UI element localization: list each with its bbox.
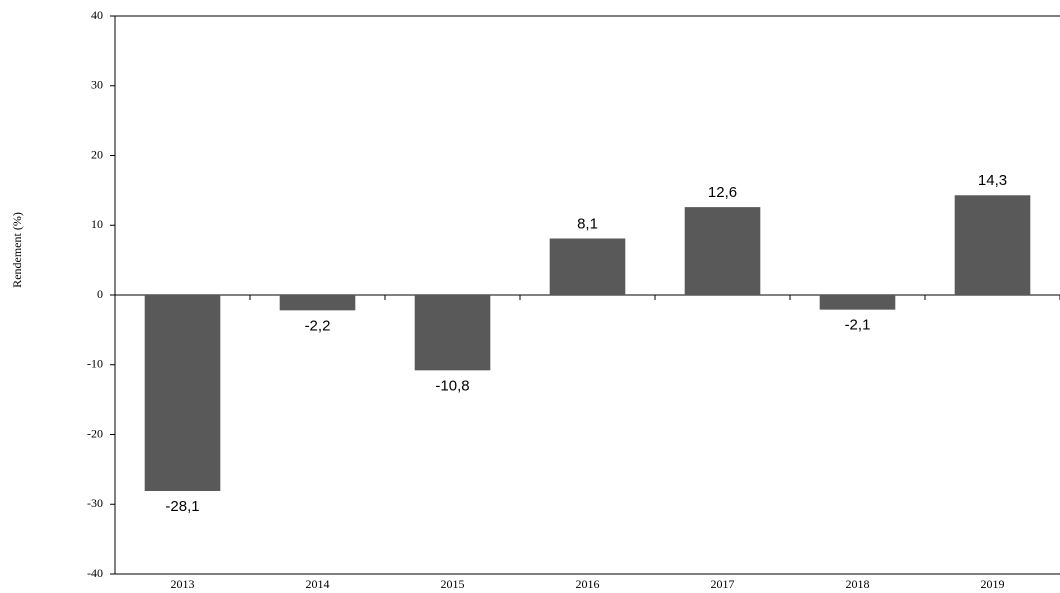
bar [549, 238, 626, 295]
y-tick-label: -10 [87, 357, 103, 371]
x-tick-label: 2019 [981, 577, 1005, 591]
y-tick-label: 30 [91, 78, 103, 92]
bar [279, 295, 356, 311]
bar [819, 295, 896, 310]
bar [414, 295, 491, 371]
y-tick-label: 20 [91, 147, 103, 161]
bar [954, 195, 1031, 295]
y-tick-label: -30 [87, 496, 103, 510]
value-label: 8,1 [577, 215, 598, 232]
y-tick-label: 0 [97, 287, 103, 301]
y-tick-label: 10 [91, 217, 103, 231]
x-tick-label: 2016 [576, 577, 600, 591]
value-label: -10,8 [435, 377, 469, 394]
value-label: 14,3 [978, 172, 1007, 189]
x-tick-label: 2014 [306, 577, 330, 591]
y-tick-label: -20 [87, 426, 103, 440]
value-label: -28,1 [165, 498, 199, 515]
bar [144, 295, 221, 491]
bar [684, 207, 761, 295]
y-tick-label: 40 [91, 8, 103, 22]
y-axis-label: Rendement (%) [10, 212, 24, 288]
value-label: -2,1 [845, 317, 871, 334]
x-tick-label: 2018 [846, 577, 870, 591]
x-tick-label: 2017 [711, 577, 735, 591]
value-label: -2,2 [305, 317, 331, 334]
x-tick-label: 2015 [441, 577, 465, 591]
value-label: 12,6 [708, 184, 737, 201]
y-tick-label: -40 [87, 566, 103, 580]
x-tick-label: 2013 [171, 577, 195, 591]
